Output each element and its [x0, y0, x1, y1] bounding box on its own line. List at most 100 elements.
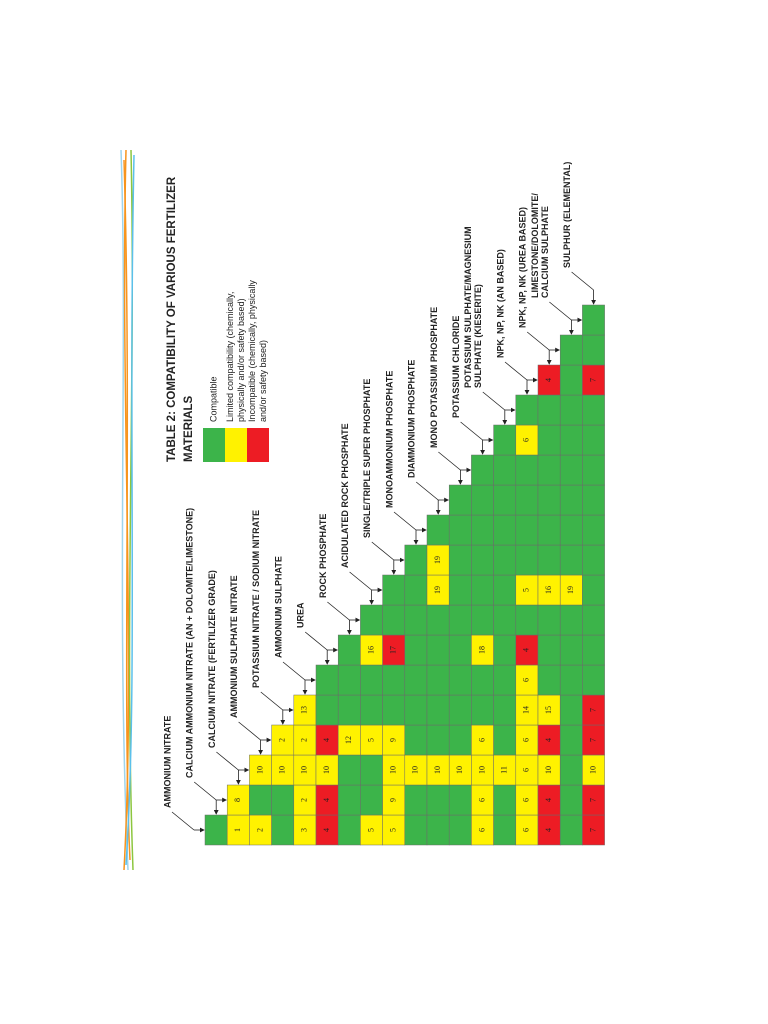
cell [493, 454, 517, 486]
cell-note: 3 [300, 828, 309, 832]
cell-note: 2 [300, 738, 309, 742]
cell [559, 454, 583, 486]
cell-note: 10 [389, 766, 398, 774]
cell [493, 574, 517, 606]
material-label: POTASSIUM NITRATE / SODIUM NITRATE [251, 510, 261, 688]
cell [559, 634, 583, 666]
cell-note: 17 [389, 646, 398, 654]
cell [582, 394, 605, 426]
cell-note: 6 [477, 798, 486, 802]
cell [515, 454, 539, 486]
cell [559, 514, 583, 546]
cell [559, 424, 583, 456]
cell [337, 754, 361, 786]
cell [382, 694, 406, 726]
cell-note: 6 [522, 768, 531, 772]
cell [337, 634, 361, 666]
legend-label: Incompatible (chemically, physically [247, 280, 257, 422]
cell [204, 814, 228, 846]
cell [426, 634, 450, 666]
cell [426, 694, 450, 726]
cell [515, 604, 539, 636]
cell-note: 15 [544, 706, 553, 714]
cell-note: 7 [588, 798, 597, 802]
cell-note: 2 [255, 828, 264, 832]
leader [304, 631, 328, 651]
cell-note: 10 [588, 766, 597, 774]
cell [537, 484, 561, 516]
cell-note: 6 [522, 798, 531, 802]
cell-note: 1 [233, 828, 242, 832]
cell [426, 604, 450, 636]
material-label: CALCIUM SULPHATE [540, 206, 550, 298]
cell-note: 19 [566, 586, 575, 594]
cell [360, 694, 383, 726]
material-label: ROCK PHOSPHATE [318, 514, 328, 598]
decoration [120, 149, 135, 871]
cell [382, 574, 406, 606]
cell [271, 784, 295, 816]
cell-note: 6 [477, 828, 486, 832]
legend-swatch [203, 428, 225, 462]
cell-note: 4 [544, 738, 553, 742]
cell [493, 514, 517, 546]
material-label: POTASSIUM SULPHATE/MAGNESIUM [463, 226, 473, 388]
cell [448, 784, 472, 816]
material-label: NPK, NP, NK (AN BASED) [495, 249, 505, 358]
leader [571, 271, 594, 291]
cell [537, 514, 561, 546]
cell [404, 694, 428, 726]
cell [382, 604, 406, 636]
cell [448, 484, 472, 516]
legend-label: Limited compatibility (chemically, [225, 292, 235, 422]
material-label: CALCIUM AMMONIUM NITRATE (AN + DOLOMITE/… [185, 508, 195, 778]
cell-note: 7 [588, 828, 597, 832]
leader [504, 361, 528, 381]
cell [515, 394, 539, 426]
cell-note: 14 [522, 706, 531, 714]
cell [315, 694, 339, 726]
cell [404, 724, 428, 756]
cell [448, 814, 472, 846]
cell [448, 664, 472, 696]
leader [171, 811, 195, 831]
cell-note: 16 [366, 646, 375, 654]
cell-note: 5 [366, 828, 375, 832]
cell-note: 16 [544, 586, 553, 594]
cell-note: 6 [522, 828, 531, 832]
title: MATERIALS [183, 395, 195, 462]
cell-note: 8 [233, 798, 242, 802]
title: TABLE 2: COMPATIBILITY OF VARIOUS FERTIL… [166, 176, 178, 462]
cell [559, 724, 583, 756]
cell [448, 634, 472, 666]
cell [493, 724, 517, 756]
cell-note: 5 [389, 828, 398, 832]
deco-line [123, 159, 131, 861]
leader [549, 301, 572, 321]
material-label: AMMONIUM SULPHATE [273, 556, 283, 658]
cell [360, 664, 383, 696]
cell [337, 814, 361, 846]
cell [404, 574, 428, 606]
cell [559, 784, 583, 816]
cell [537, 394, 561, 426]
cell [559, 814, 583, 846]
cell-note: 4 [322, 798, 331, 802]
cell [559, 754, 583, 786]
cell [360, 604, 383, 636]
leader [260, 691, 284, 711]
cell [471, 664, 494, 696]
cell [382, 664, 406, 696]
legend-label: and/or safety based) [258, 340, 268, 422]
cell [493, 694, 517, 726]
cell [559, 544, 583, 576]
cell-note: 10 [455, 766, 464, 774]
cell-note: 5 [522, 588, 531, 592]
cell [582, 544, 605, 576]
cell [426, 784, 450, 816]
leader [482, 391, 506, 411]
cell-note: 12 [344, 736, 353, 744]
cell-note: 2 [278, 738, 287, 742]
material-label: NPK, NP, NK (UREA BASED) [518, 207, 528, 328]
